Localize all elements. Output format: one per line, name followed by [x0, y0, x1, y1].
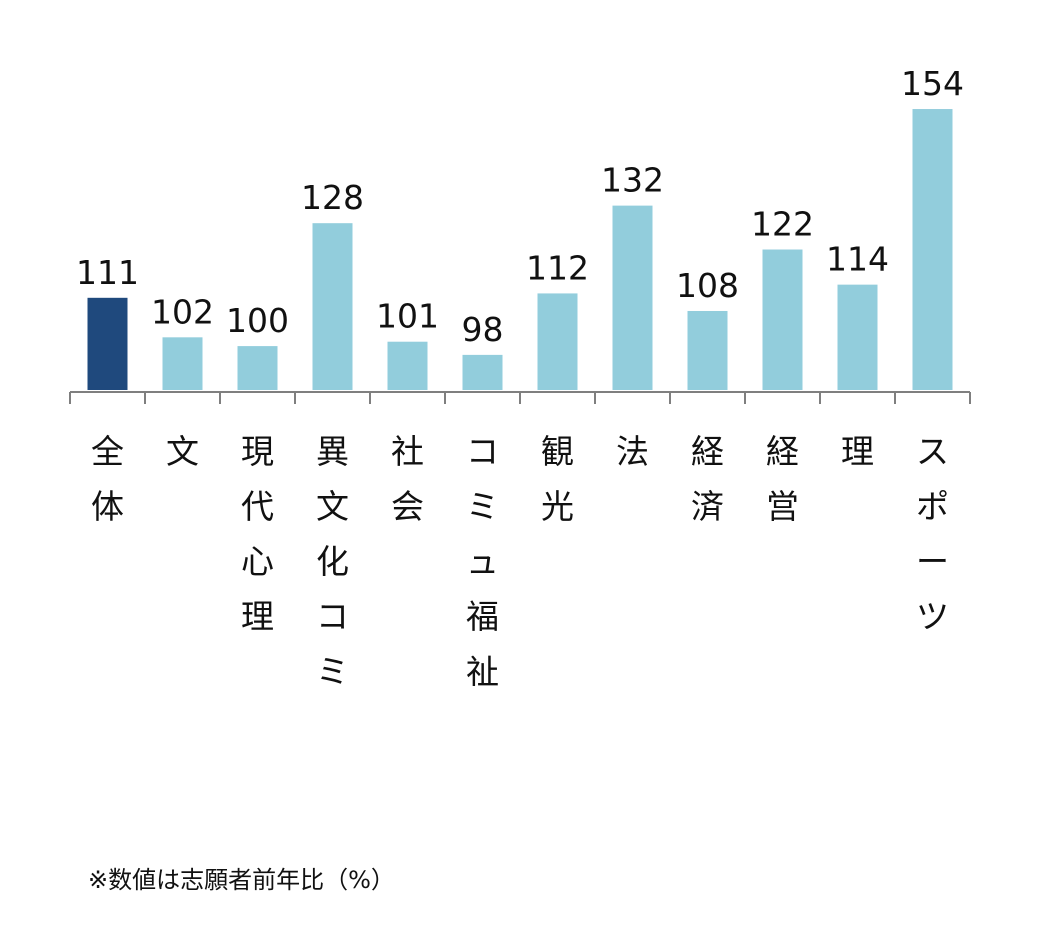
tick-label-0-1: 体: [91, 487, 124, 526]
tick-label-5-1: ミ: [466, 487, 499, 526]
bar-10: [837, 284, 878, 390]
tick-label-11-2: ー: [916, 542, 949, 581]
data-label-6: 112: [526, 248, 589, 287]
bar-11: [912, 109, 953, 390]
tick-label-8-1: 済: [691, 487, 724, 526]
tick-label-3-0: 異: [316, 432, 349, 471]
tick-label-2-1: 代: [241, 487, 274, 526]
tick-label-11-3: ツ: [916, 597, 949, 636]
data-label-3: 128: [301, 178, 364, 217]
tick-label-11-1: ポ: [916, 487, 949, 526]
data-label-4: 101: [376, 297, 439, 336]
bar-8: [687, 310, 728, 390]
tick-label-5-0: コ: [466, 432, 499, 471]
tick-label-1-0: 文: [166, 432, 199, 471]
tick-label-5-3: 福: [466, 597, 499, 636]
tick-label-10-0: 理: [841, 432, 874, 471]
tick-label-9-0: 経: [766, 432, 799, 471]
tick-label-3-2: 化: [316, 542, 349, 581]
tick-label-3-1: 文: [316, 487, 349, 526]
tick-label-11-0: ス: [916, 432, 949, 471]
data-label-9: 122: [751, 205, 814, 244]
data-label-5: 98: [462, 310, 504, 349]
tick-label-6-1: 光: [541, 487, 574, 526]
tick-label-4-0: 社: [391, 432, 424, 471]
tick-label-7-0: 法: [616, 432, 649, 471]
data-label-10: 114: [826, 240, 889, 279]
tick-label-3-3: コ: [316, 597, 349, 636]
bar-6: [537, 293, 578, 390]
bar-0: [87, 297, 128, 390]
data-label-7: 132: [601, 161, 664, 200]
tick-label-9-1: 営: [766, 487, 799, 526]
data-label-1: 102: [151, 292, 214, 331]
tick-label-5-2: ュ: [466, 542, 499, 581]
tick-label-8-0: 経: [691, 432, 724, 471]
data-label-11: 154: [901, 64, 964, 103]
bar-7: [612, 205, 653, 390]
tick-label-2-0: 現: [241, 432, 274, 471]
tick-label-2-2: 心: [241, 542, 274, 581]
bar-2: [237, 346, 278, 390]
data-label-0: 111: [76, 253, 139, 292]
bar-1: [162, 337, 203, 390]
data-label-2: 100: [226, 301, 289, 340]
bar-9: [762, 249, 803, 390]
footnote: ※数値は志願者前年比（%）: [88, 866, 395, 894]
tick-label-6-0: 観: [541, 432, 574, 471]
tick-label-3-4: ミ: [316, 652, 349, 691]
bar-3: [312, 223, 353, 390]
tick-label-2-3: 理: [241, 597, 274, 636]
bar-5: [462, 354, 503, 390]
tick-label-5-4: 祉: [466, 652, 499, 691]
data-label-8: 108: [676, 266, 739, 305]
tick-label-4-1: 会: [391, 487, 424, 526]
tick-label-0-0: 全: [91, 432, 124, 471]
bar-4: [387, 341, 428, 390]
